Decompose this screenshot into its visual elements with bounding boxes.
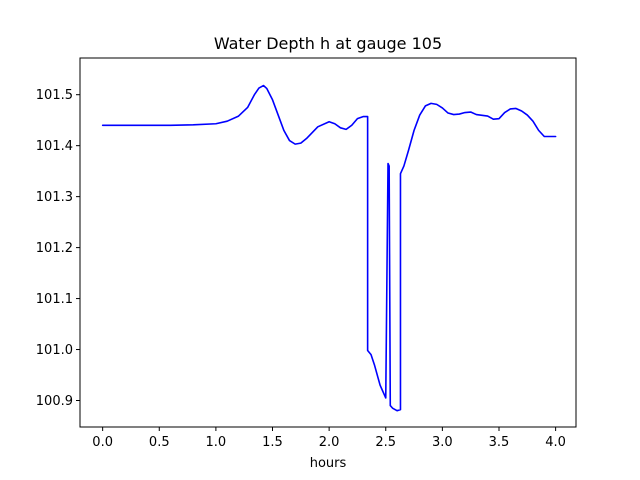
x-tick-label: 0.5	[149, 435, 170, 450]
y-axis: 100.9 101.0 101.1 101.2 101.3 101.4 101.5	[36, 88, 80, 409]
plot-frame	[79, 57, 577, 428]
x-axis-label: hours	[310, 456, 347, 471]
chart-title: Water Depth h at gauge 105	[214, 34, 442, 53]
x-tick-label: 1.5	[262, 435, 283, 450]
y-tick-label: 101.3	[36, 190, 73, 205]
x-tick-label: 2.0	[319, 435, 340, 450]
y-tick-label: 101.2	[36, 241, 73, 256]
series-line-0	[101, 84, 557, 412]
y-tick-label: 100.9	[36, 394, 73, 409]
y-tick-label: 101.5	[36, 88, 73, 103]
series-layer	[101, 84, 557, 412]
y-tick-label: 101.0	[36, 343, 73, 358]
x-axis: 0.0 0.5 1.0 1.5 2.0 2.5 3.0 3.5 4.0	[92, 427, 566, 450]
y-tick-label: 101.1	[36, 292, 73, 307]
x-tick-label: 3.5	[489, 435, 510, 450]
x-tick-label: 2.5	[375, 435, 396, 450]
x-tick-label: 3.0	[432, 435, 453, 450]
y-tick-label: 101.4	[36, 139, 73, 154]
x-tick-label: 0.0	[92, 435, 113, 450]
x-tick-label: 4.0	[545, 435, 566, 450]
x-tick-label: 1.0	[206, 435, 227, 450]
